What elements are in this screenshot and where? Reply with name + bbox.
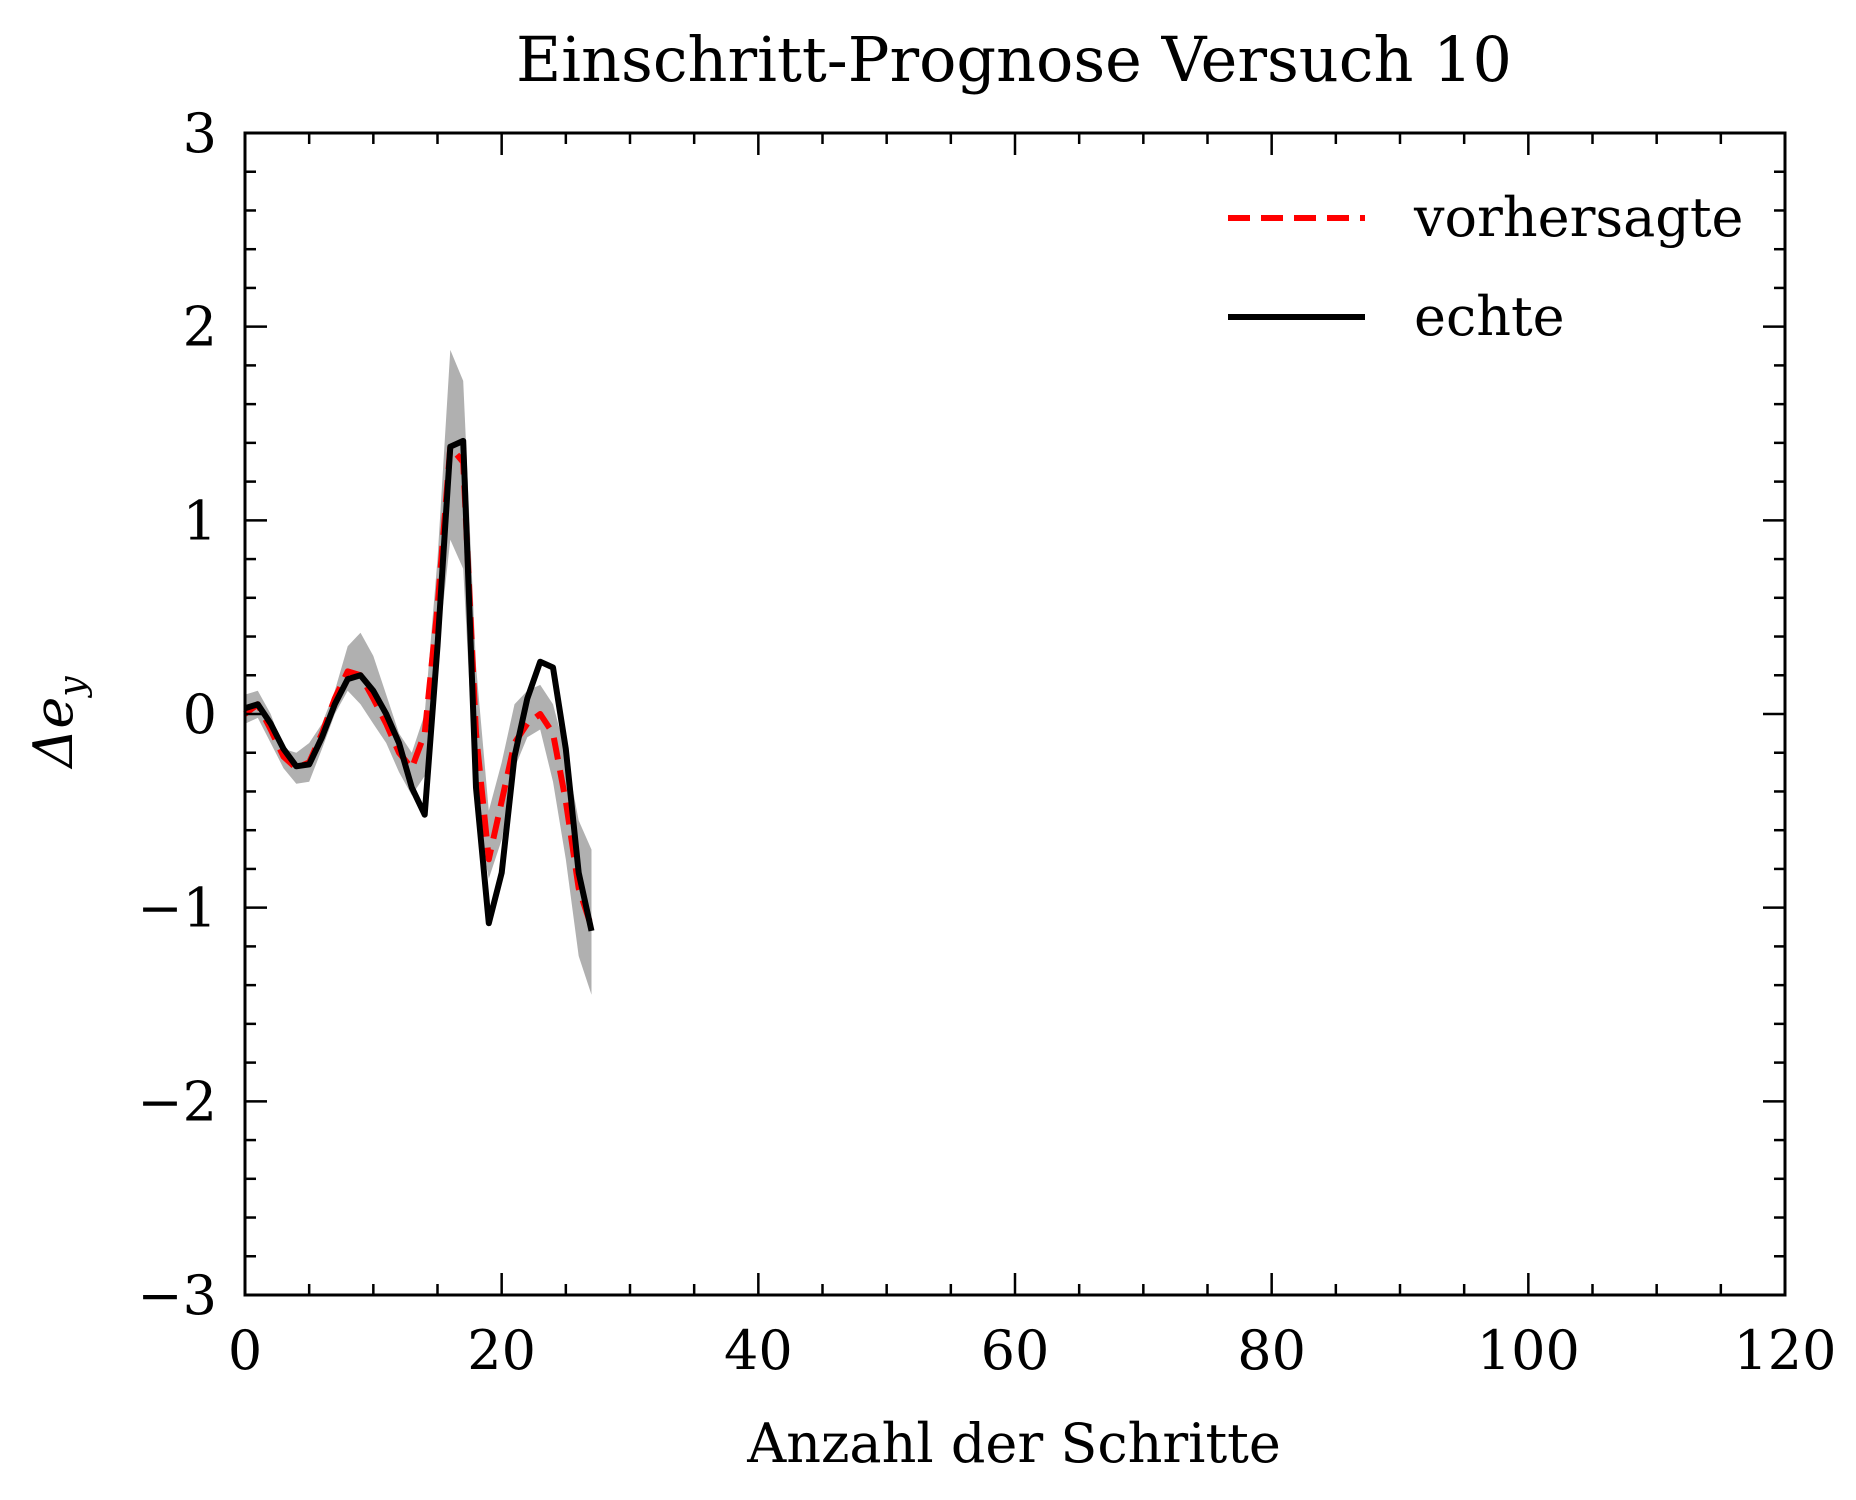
- y-tick-label: 2: [183, 296, 217, 359]
- y-tick-label: −2: [137, 1070, 217, 1133]
- series-line-vorhersagte: [243, 443, 595, 928]
- x-tick-label: 20: [467, 1319, 536, 1382]
- y-axis-label: Δey: [22, 676, 93, 770]
- legend-label-echte: echte: [1414, 285, 1565, 348]
- y-axis-label-sub: y: [52, 676, 93, 699]
- x-axis-label: Anzahl der Schritte: [746, 1412, 1281, 1475]
- x-tick-label: 120: [1733, 1319, 1836, 1382]
- y-tick-label: 1: [183, 489, 217, 552]
- y-axis-label-main: Δe: [22, 697, 85, 770]
- y-tick-label: −1: [137, 877, 217, 940]
- x-tick-label: 40: [724, 1319, 793, 1382]
- legend-label-vorhersagte: vorhersagte: [1413, 186, 1744, 249]
- y-tick-label: −3: [137, 1264, 217, 1327]
- x-tick-label: 0: [228, 1319, 262, 1382]
- y-tick-label: 0: [183, 683, 217, 746]
- chart-title: Einschritt-Prognose Versuch 10: [516, 23, 1512, 96]
- x-tick-label: 60: [981, 1319, 1050, 1382]
- legend: vorhersagte echte: [1228, 186, 1744, 348]
- plot-area: [243, 349, 595, 995]
- axes: 0 20 40 60 80 100 120 −3 −2 −1 0 1 2 3: [137, 102, 1836, 1382]
- series-line-echte: [244, 437, 595, 932]
- y-tick-label: 3: [183, 102, 217, 165]
- x-tick-label: 80: [1237, 1319, 1306, 1382]
- x-tick-label: 100: [1477, 1319, 1580, 1382]
